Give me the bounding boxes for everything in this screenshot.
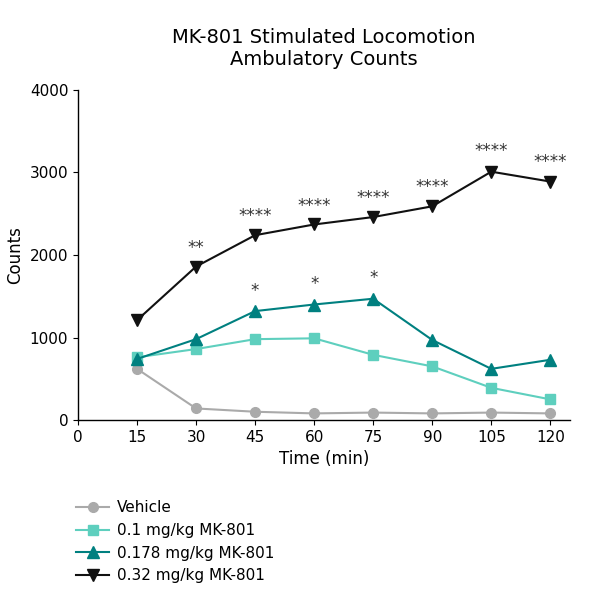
0.1 mg/kg MK-801 — [311, 335, 318, 342]
0.32 mg/kg MK-801 — [428, 203, 436, 210]
Text: ****: **** — [415, 178, 449, 196]
Text: **: ** — [188, 239, 205, 257]
0.1 mg/kg MK-801 — [251, 335, 259, 343]
0.32 mg/kg MK-801 — [133, 317, 140, 324]
Line: 0.32 mg/kg MK-801: 0.32 mg/kg MK-801 — [131, 166, 556, 326]
0.32 mg/kg MK-801 — [251, 232, 259, 239]
0.1 mg/kg MK-801 — [428, 363, 436, 370]
0.178 mg/kg MK-801 — [488, 365, 495, 373]
Text: *: * — [251, 283, 259, 301]
Text: ****: **** — [533, 153, 567, 171]
0.178 mg/kg MK-801 — [370, 295, 377, 302]
0.1 mg/kg MK-801 — [488, 384, 495, 391]
Vehicle — [488, 409, 495, 416]
Vehicle — [251, 408, 259, 415]
Vehicle — [311, 410, 318, 417]
Text: ****: **** — [298, 197, 331, 215]
0.178 mg/kg MK-801 — [133, 355, 140, 362]
Line: 0.178 mg/kg MK-801: 0.178 mg/kg MK-801 — [131, 293, 556, 374]
0.1 mg/kg MK-801 — [133, 353, 140, 361]
Title: MK-801 Stimulated Locomotion
Ambulatory Counts: MK-801 Stimulated Locomotion Ambulatory … — [172, 28, 476, 69]
Line: 0.1 mg/kg MK-801: 0.1 mg/kg MK-801 — [132, 334, 555, 404]
Text: *: * — [369, 269, 377, 287]
Legend: Vehicle, 0.1 mg/kg MK-801, 0.178 mg/kg MK-801, 0.32 mg/kg MK-801: Vehicle, 0.1 mg/kg MK-801, 0.178 mg/kg M… — [76, 500, 274, 583]
Vehicle — [193, 405, 200, 412]
Text: *: * — [310, 275, 319, 293]
X-axis label: Time (min): Time (min) — [279, 450, 369, 468]
Vehicle — [133, 365, 140, 373]
0.178 mg/kg MK-801 — [251, 307, 259, 314]
Vehicle — [547, 410, 554, 417]
0.32 mg/kg MK-801 — [370, 214, 377, 221]
0.178 mg/kg MK-801 — [428, 337, 436, 344]
0.178 mg/kg MK-801 — [547, 356, 554, 364]
Y-axis label: Counts: Counts — [6, 226, 24, 284]
0.178 mg/kg MK-801 — [193, 335, 200, 343]
0.32 mg/kg MK-801 — [547, 178, 554, 185]
0.32 mg/kg MK-801 — [488, 168, 495, 175]
Line: Vehicle: Vehicle — [132, 364, 555, 418]
0.1 mg/kg MK-801 — [193, 346, 200, 353]
Text: ****: **** — [475, 142, 508, 160]
Text: ****: **** — [356, 189, 390, 207]
Vehicle — [428, 410, 436, 417]
0.1 mg/kg MK-801 — [370, 351, 377, 358]
0.32 mg/kg MK-801 — [311, 221, 318, 228]
Vehicle — [370, 409, 377, 416]
Text: ****: **** — [238, 207, 272, 225]
0.32 mg/kg MK-801 — [193, 263, 200, 270]
0.178 mg/kg MK-801 — [311, 301, 318, 308]
0.1 mg/kg MK-801 — [547, 396, 554, 403]
